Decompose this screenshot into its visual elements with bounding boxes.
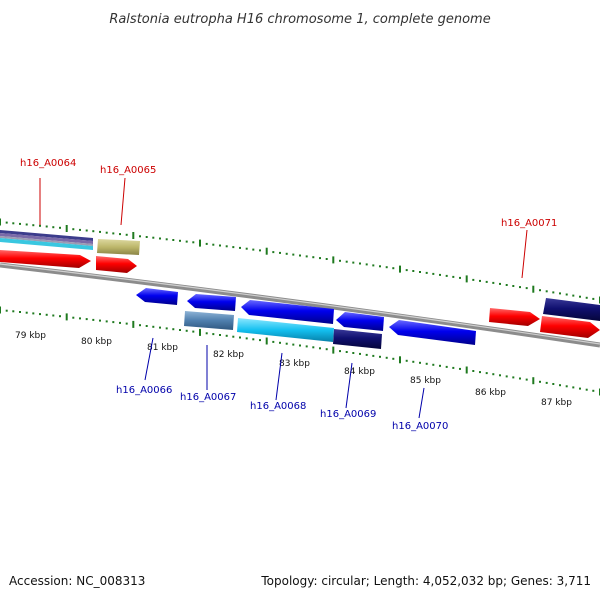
tick-label-84: 84 kbp — [344, 367, 375, 377]
gene-arrow-h16_A0064[interactable] — [0, 250, 91, 268]
leader-h16_A0069 — [345, 362, 353, 409]
feature-block-steel[interactable] — [184, 311, 234, 330]
leader-h16_A0065 — [120, 177, 126, 226]
gene-label-h16_A0066[interactable]: h16_A0066 — [116, 385, 172, 396]
gene-arrow-h16_A0065[interactable] — [96, 256, 137, 273]
chromosome-backbone-highlight — [0, 263, 600, 345]
label-leaders — [39, 177, 528, 419]
outer-tick-ring — [0, 218, 600, 304]
feature-strand-cyan — [0, 238, 93, 250]
gene-label-h16_A0065[interactable]: h16_A0065 — [100, 165, 156, 176]
inner-tick-ring — [0, 306, 600, 396]
gene-label-h16_A0071[interactable]: h16_A0071 — [501, 218, 557, 229]
feature-strand-purple — [0, 233, 93, 244]
leader-h16_A0070 — [418, 387, 425, 419]
feature-block-navy-right[interactable] — [543, 298, 600, 321]
feature-block-navy[interactable] — [333, 329, 382, 349]
gene-label-h16_A0069[interactable]: h16_A0069 — [320, 409, 376, 420]
tick-label-86: 86 kbp — [475, 388, 506, 398]
gene-label-h16_A0067[interactable]: h16_A0067 — [180, 392, 236, 403]
leader-h16_A0071 — [521, 229, 528, 279]
feature-block-khaki[interactable] — [97, 239, 140, 255]
tick-label-81: 81 kbp — [147, 343, 178, 353]
gene-arrow-h16_A0070[interactable] — [389, 320, 476, 345]
gene-arrow-h16_A0071[interactable] — [489, 308, 540, 326]
gene-arrow-h16_A0067[interactable] — [187, 294, 236, 311]
feature-strand-navy — [0, 230, 93, 241]
gene-arrow-h16_A0068-upper[interactable] — [241, 300, 334, 324]
gene-arrow-h16_A0066[interactable] — [136, 288, 178, 305]
plus-strand-genes — [0, 239, 600, 338]
tick-label-80: 80 kbp — [81, 337, 112, 347]
feature-strand-gray — [0, 236, 93, 246]
minus-strand-genes — [136, 288, 476, 349]
chart-title: Ralstonia eutropha H16 chromosome 1, com… — [109, 12, 490, 27]
gene-label-h16_A0070[interactable]: h16_A0070 — [392, 421, 448, 432]
kbp-labels: 79 kbp 80 kbp 81 kbp 82 kbp 83 kbp 84 kb… — [15, 331, 572, 408]
gene-labels: h16_A0064 h16_A0065 h16_A0071 h16_A0066 … — [20, 158, 557, 432]
leader-h16_A0068 — [275, 352, 283, 401]
leader-h16_A0066 — [144, 337, 154, 381]
chromosome-backbone — [0, 262, 600, 348]
gene-label-h16_A0064[interactable]: h16_A0064 — [20, 158, 76, 169]
tick-label-79: 79 kbp — [15, 331, 46, 341]
gene-arrow-h16_A0072[interactable] — [540, 316, 600, 338]
topology-summary: Topology: circular; Length: 4,052,032 bp… — [260, 574, 591, 588]
feature-block-cyan[interactable] — [237, 318, 334, 342]
tick-label-83: 83 kbp — [279, 359, 310, 369]
left-feature-strands — [0, 230, 93, 250]
tick-label-82: 82 kbp — [213, 350, 244, 360]
accession-text: Accession: NC_008313 — [9, 574, 145, 588]
gene-arrow-h16_A0069-upper[interactable] — [336, 312, 384, 331]
gene-label-h16_A0068[interactable]: h16_A0068 — [250, 401, 306, 412]
tick-label-87: 87 kbp — [541, 398, 572, 408]
tick-label-85: 85 kbp — [410, 376, 441, 386]
